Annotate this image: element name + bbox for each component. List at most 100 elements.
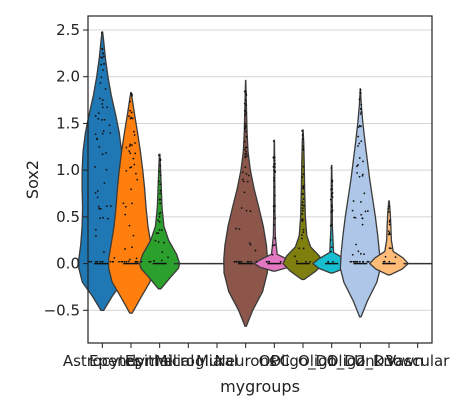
jitter-point	[273, 223, 275, 226]
jitter-point	[388, 260, 391, 263]
jitter-point	[387, 230, 390, 232]
jitter-point	[360, 111, 363, 114]
x-tick-label: Ependymal	[89, 352, 173, 370]
jitter-point	[125, 169, 128, 172]
jitter-point	[158, 213, 161, 215]
jitter-point	[360, 103, 363, 106]
jitter-point	[244, 146, 247, 149]
jitter-point	[359, 88, 362, 91]
jitter-point	[128, 145, 131, 148]
jitter-point	[129, 109, 131, 112]
jitter-point	[244, 123, 247, 125]
jitter-point	[96, 190, 99, 192]
jitter-point	[394, 256, 397, 259]
jitter-point	[103, 62, 105, 65]
jitter-point	[159, 159, 162, 162]
jitter-point	[301, 213, 304, 215]
jitter-point	[302, 149, 305, 151]
jitter-point	[240, 207, 243, 209]
jitter-point	[359, 91, 362, 94]
jitter-point	[302, 204, 305, 207]
jitter-point	[245, 172, 248, 175]
jitter-point	[272, 244, 275, 247]
jitter-point	[101, 103, 104, 105]
jitter-point	[366, 260, 369, 263]
jitter-point	[327, 260, 330, 263]
jitter-point	[104, 88, 107, 90]
jitter-point	[330, 224, 333, 226]
jitter-point	[301, 237, 303, 240]
jitter-point	[97, 205, 100, 208]
jitter-point	[128, 150, 131, 152]
jitter-point	[159, 164, 162, 167]
jitter-point	[99, 260, 101, 263]
x-tick-label: Epithelial	[125, 352, 194, 370]
jitter-point	[301, 133, 304, 136]
jitter-point	[158, 215, 161, 218]
jitter-point	[122, 202, 125, 205]
jitter-point	[124, 213, 127, 216]
jitter-point	[298, 247, 301, 250]
jitter-point	[357, 164, 359, 166]
x-tick-label: OPC	[259, 352, 290, 370]
x-tick-label: Vascular	[386, 352, 450, 370]
violin-body	[223, 79, 269, 327]
jitter-point	[102, 55, 105, 58]
jitter-point	[360, 140, 363, 143]
jitter-point	[94, 192, 97, 194]
jitter-point	[388, 223, 391, 226]
jitter-point	[363, 192, 366, 195]
x-tick-label: Oligo_D2	[298, 352, 365, 371]
jitter-point	[88, 260, 91, 263]
jitter-point	[354, 216, 357, 219]
jitter-point	[367, 260, 370, 263]
jitter-point	[159, 202, 162, 205]
jitter-point	[103, 251, 105, 254]
jitter-point	[96, 137, 99, 140]
jitter-point	[129, 152, 132, 155]
jitter-point	[233, 260, 236, 263]
x-tick-label: Neurons	[215, 352, 277, 370]
jitter-point	[353, 216, 356, 219]
y-tick-label: 0.0	[56, 255, 80, 273]
jitter-point	[274, 237, 276, 239]
jitter-point	[129, 143, 132, 146]
jitter-point	[249, 243, 252, 246]
jitter-point	[159, 189, 162, 192]
jitter-point	[129, 100, 131, 103]
jitter-point	[243, 109, 246, 112]
jitter-point	[360, 213, 363, 216]
jitter-point	[362, 160, 364, 163]
jitter-point	[101, 47, 103, 50]
jitter-point	[302, 138, 305, 141]
jitter-point	[154, 239, 157, 242]
jitter-point	[131, 144, 133, 146]
jitter-point	[159, 192, 162, 195]
jitter-point	[356, 171, 358, 174]
x-tick-label: Microglia	[155, 352, 222, 370]
jitter-point	[157, 219, 160, 222]
jitter-point	[301, 193, 304, 196]
jitter-point	[245, 209, 248, 212]
jitter-point	[248, 242, 251, 245]
jitter-point	[383, 260, 386, 263]
jitter-point	[301, 209, 304, 212]
x-tick-label: Unknown	[354, 352, 424, 370]
jitter-point	[301, 201, 304, 203]
jitter-point	[295, 260, 298, 263]
jitter-point	[99, 82, 102, 84]
jitter-point	[351, 253, 354, 256]
jitter-point	[279, 260, 282, 263]
jitter-point	[97, 117, 100, 120]
x-tick-label: Astrocytes	[63, 352, 142, 370]
jitter-points	[88, 32, 397, 263]
jitter-point	[358, 260, 361, 263]
jitter-point	[129, 166, 132, 169]
jitter-point	[102, 216, 104, 219]
jitter-point	[359, 107, 362, 110]
jitter-point	[95, 235, 97, 238]
jitter-point	[105, 152, 108, 154]
jitter-point	[148, 260, 151, 263]
jitter-point	[101, 99, 104, 101]
